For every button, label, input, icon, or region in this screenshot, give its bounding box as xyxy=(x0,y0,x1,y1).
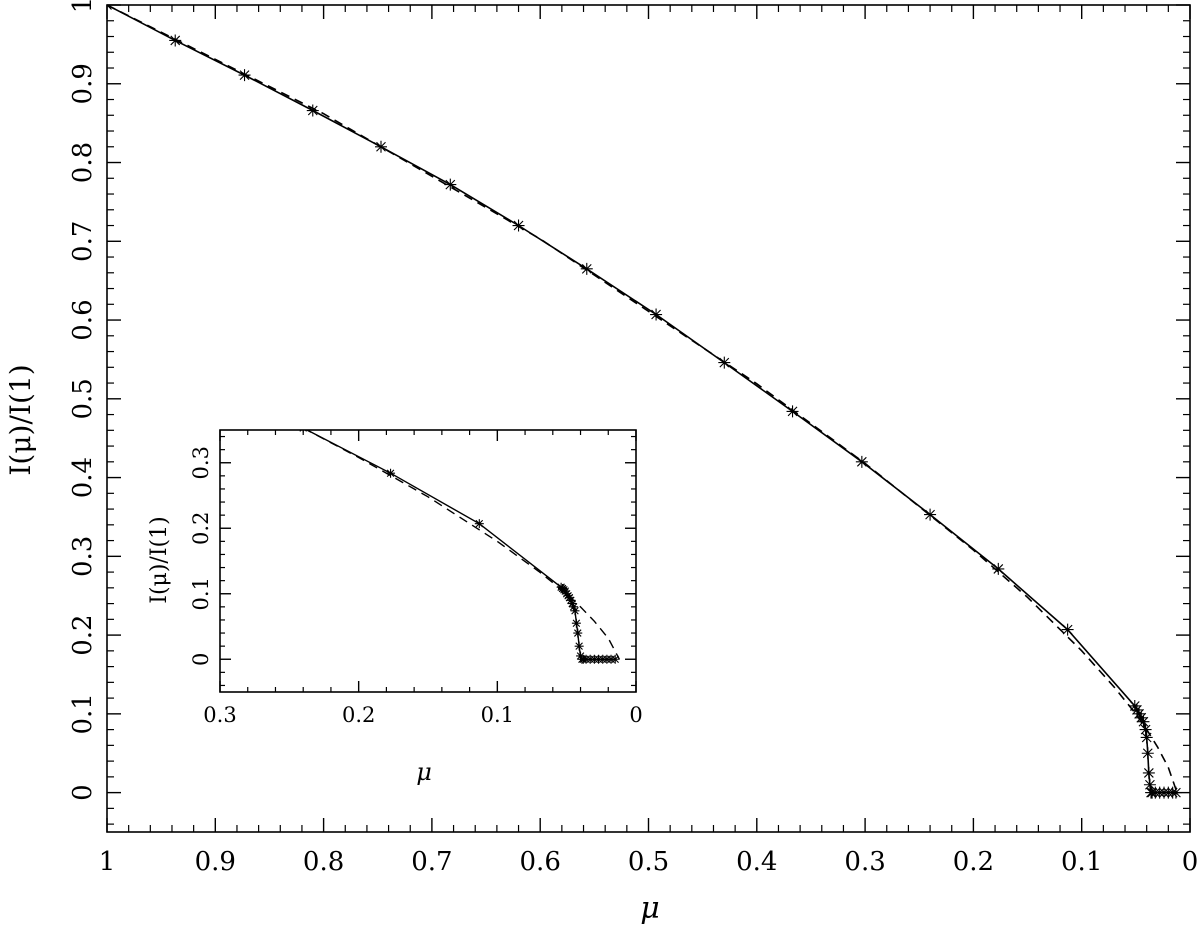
data-point-marker xyxy=(1139,723,1152,736)
data-point-marker xyxy=(855,455,868,468)
data-point-marker xyxy=(444,178,457,191)
y-tick-label: 0 xyxy=(68,784,98,801)
y-tick-label: 0.9 xyxy=(68,63,98,104)
x-axis-title: μ xyxy=(416,758,432,786)
chart-main: 1 0.9 0.8 0.7 0.6 0.5 0.4 0.3 0.2 0.1 000.10.20.30… xyxy=(4,0,1198,926)
y-tick-label: 0 xyxy=(189,653,213,666)
y-tick-label: 0.8 xyxy=(68,142,98,183)
data-point-marker xyxy=(1141,747,1154,760)
x-tick-label: 0.3 xyxy=(844,847,885,877)
x-tick-label: 0 xyxy=(1182,847,1199,877)
x-tick-label: 1 xyxy=(99,847,116,877)
y-tick-label: 0.3 xyxy=(68,536,98,577)
x-tick-label: 0 xyxy=(629,703,642,727)
x-tick-label: 0.3 xyxy=(203,703,236,727)
plot-frame xyxy=(219,429,637,693)
x-axis-title: μ xyxy=(640,891,660,926)
x-tick-label: 0.1 xyxy=(1061,847,1102,877)
x-tick-label: 0.8 xyxy=(303,847,344,877)
data-point-marker xyxy=(1133,707,1146,720)
data-point-marker xyxy=(650,308,663,321)
data-point-marker xyxy=(560,586,570,596)
data-point-marker xyxy=(573,628,583,638)
data-point-marker xyxy=(1128,699,1141,712)
y-tick-label: 0.2 xyxy=(189,512,213,545)
data-point-marker xyxy=(474,519,484,529)
data-point-marker xyxy=(580,262,593,275)
data-point-marker xyxy=(566,595,576,605)
series-line-dashed xyxy=(107,5,1178,793)
data-point-marker xyxy=(992,562,1005,575)
x-tick-label: 0.2 xyxy=(953,847,994,877)
data-point-marker xyxy=(786,405,799,418)
y-axis-title: I(μ)/I(1) xyxy=(147,516,172,603)
y-tick-label: 0.6 xyxy=(68,299,98,340)
data-point-marker xyxy=(1169,786,1182,799)
data-point-marker xyxy=(564,593,574,603)
data-point-marker xyxy=(386,468,396,478)
y-tick-label: 0.4 xyxy=(68,457,98,498)
data-point-marker xyxy=(306,104,319,117)
data-point-marker xyxy=(571,618,581,628)
data-point-marker xyxy=(1135,711,1148,724)
data-point-marker xyxy=(718,356,731,369)
data-point-marker xyxy=(299,430,307,433)
y-tick-label: 0.7 xyxy=(68,221,98,262)
y-tick-label: 0.5 xyxy=(68,378,98,419)
x-tick-label: 0.4 xyxy=(736,847,777,877)
data-point-marker xyxy=(1137,715,1150,728)
data-point-marker xyxy=(570,606,580,616)
plot-area xyxy=(299,430,621,664)
data-point-marker xyxy=(574,641,584,651)
data-point-marker xyxy=(1130,703,1143,716)
data-point-marker xyxy=(1061,623,1074,636)
data-point-marker xyxy=(610,654,620,664)
x-tick-label: 0.9 xyxy=(195,847,236,877)
chart-inset: 0.3 0.2 0.1 0 0 0.1 0.2 0.3 μ I(μ)/I(1) xyxy=(147,429,643,786)
data-point-marker xyxy=(238,69,251,82)
y-tick-label: 0.2 xyxy=(68,614,98,655)
x-tick-label: 0.2 xyxy=(342,703,375,727)
y-tick-label: 0.1 xyxy=(189,577,213,610)
plot-area xyxy=(107,5,1182,799)
y-tick-label: 1 xyxy=(68,0,98,13)
y-tick-label: 0.3 xyxy=(189,446,213,479)
x-tick-label: 0.5 xyxy=(628,847,669,877)
series-line-dashed xyxy=(305,430,621,660)
data-point-marker xyxy=(567,599,577,609)
data-point-marker xyxy=(1140,731,1153,744)
x-tick-label: 0.1 xyxy=(481,703,514,727)
data-point-marker xyxy=(1142,766,1155,779)
data-point-marker xyxy=(569,602,579,612)
x-tick-label: 0.7 xyxy=(411,847,452,877)
x-tick-label: 0.6 xyxy=(520,847,561,877)
plot-frame xyxy=(106,4,1191,833)
y-tick-label: 0.1 xyxy=(68,693,98,734)
data-point-marker xyxy=(1143,778,1156,791)
data-point-marker xyxy=(169,34,182,47)
y-axis-title: I(μ)/I(1) xyxy=(4,364,37,475)
data-point-marker xyxy=(924,508,937,521)
